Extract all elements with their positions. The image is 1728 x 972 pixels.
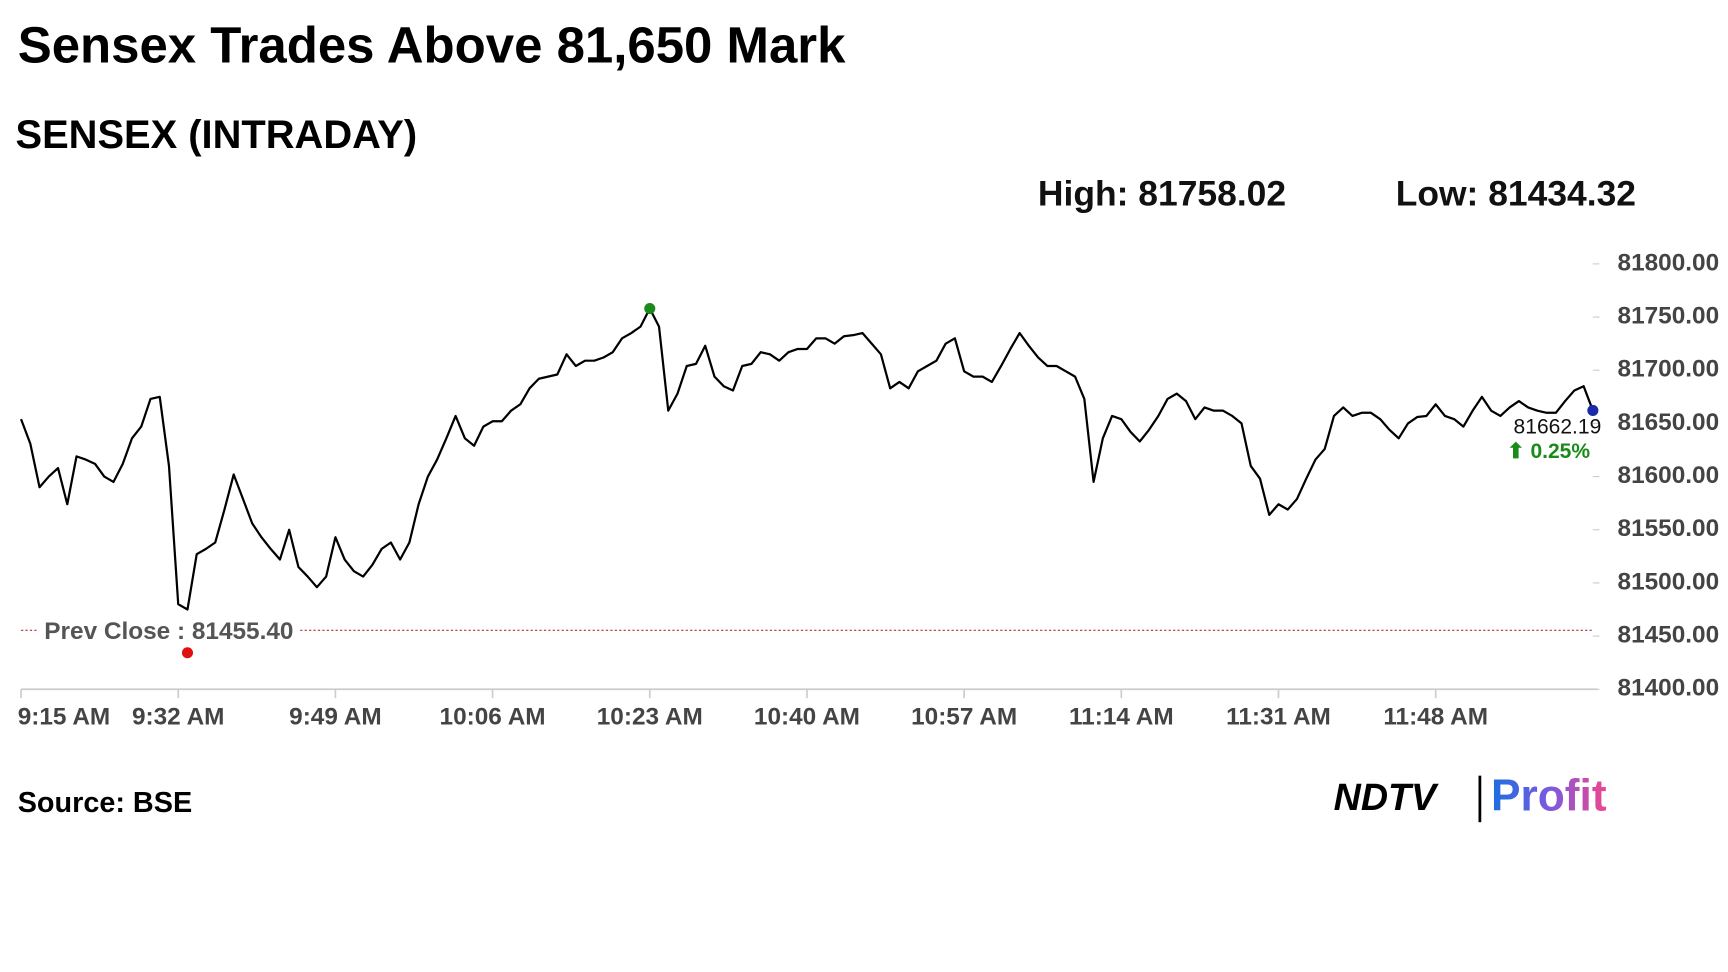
last-marker bbox=[1587, 404, 1599, 416]
y-tick-label: 81800.00 bbox=[1618, 249, 1720, 276]
low-label: Low: 81434.32 bbox=[1396, 174, 1636, 214]
x-tick-label: 9:15 AM bbox=[18, 703, 111, 730]
source: Source: BSE bbox=[18, 787, 192, 819]
chart-title: Sensex Trades Above 81,650 Mark bbox=[18, 16, 846, 73]
y-tick-label: 81550.00 bbox=[1618, 515, 1720, 542]
x-tick-label: 11:14 AM bbox=[1069, 703, 1174, 730]
x-tick-label: 11:31 AM bbox=[1226, 703, 1331, 730]
x-tick-label: 10:23 AM bbox=[597, 703, 703, 730]
chart-subtitle: SENSEX (INTRADAY) bbox=[16, 113, 418, 157]
x-tick-label: 9:49 AM bbox=[289, 703, 382, 730]
change-label: ⬆ 0.25% bbox=[1507, 440, 1590, 463]
y-tick-label: 81700.00 bbox=[1618, 356, 1720, 383]
high-marker bbox=[644, 303, 656, 315]
y-tick-label: 81450.00 bbox=[1618, 622, 1720, 649]
price-line bbox=[20, 307, 1594, 611]
low-marker bbox=[181, 647, 194, 659]
brand-ndtv: NDTV bbox=[1334, 776, 1439, 818]
y-tick-label: 81650.00 bbox=[1618, 409, 1720, 436]
y-tick-label: 81750.00 bbox=[1618, 303, 1720, 330]
x-tick-label: 10:06 AM bbox=[440, 703, 546, 730]
x-tick-label: 11:48 AM bbox=[1383, 703, 1488, 730]
prev-close-label: Prev Close : 81455.40 bbox=[44, 618, 293, 645]
high-label: High: 81758.02 bbox=[1038, 174, 1286, 214]
y-tick-label: 81400.00 bbox=[1618, 675, 1720, 702]
x-tick-label: 10:57 AM bbox=[911, 703, 1017, 730]
x-tick-label: 10:40 AM bbox=[754, 703, 860, 730]
brand-profit: Profit bbox=[1491, 772, 1607, 821]
last-value-label: 81662.19 bbox=[1514, 416, 1602, 439]
x-tick-label: 9:32 AM bbox=[132, 703, 225, 730]
prev-close-bg bbox=[37, 618, 301, 646]
y-tick-label: 81500.00 bbox=[1618, 568, 1720, 595]
y-tick-label: 81600.00 bbox=[1618, 462, 1720, 489]
